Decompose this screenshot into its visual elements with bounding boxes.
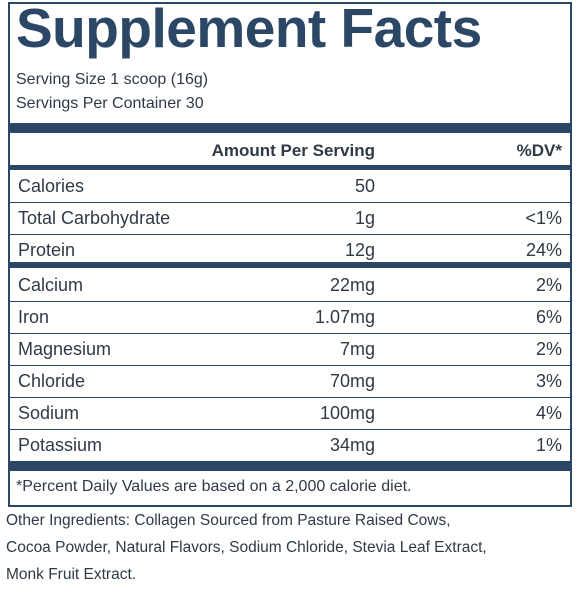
ingredients-line: Monk Fruit Extract. bbox=[6, 566, 137, 583]
amount: 100mg bbox=[319, 403, 375, 423]
row-separator bbox=[10, 429, 570, 430]
row-separator bbox=[10, 333, 570, 334]
nutrient-row: Chloride 70mg 3% bbox=[10, 365, 570, 397]
label-border bbox=[8, 2, 572, 507]
serving-size: Serving Size 1 scoop (16g) bbox=[16, 71, 209, 88]
ingredients-line: Cocoa Powder, Natural Flavors, Sodium Ch… bbox=[6, 539, 487, 556]
amount: 34mg bbox=[329, 435, 375, 455]
bar bbox=[10, 165, 570, 170]
ingredients-line: Other Ingredients: Collagen Sourced from… bbox=[6, 512, 451, 529]
amount: 22mg bbox=[329, 275, 375, 295]
nutrient-row: Protein 12g 24% bbox=[10, 234, 570, 266]
nutrient-name: Magnesium bbox=[18, 339, 112, 359]
nutrient-row: Calories 50 bbox=[10, 170, 570, 202]
row-separator bbox=[10, 365, 570, 366]
nutrient-row: Magnesium 7mg 2% bbox=[10, 333, 570, 365]
amount: 70mg bbox=[329, 371, 375, 391]
daily-value: 2% bbox=[535, 339, 562, 359]
nutrient-row: Calcium 22mg 2% bbox=[10, 269, 570, 301]
daily-value: <1% bbox=[525, 208, 562, 228]
column-header: Amount Per Serving bbox=[211, 141, 375, 160]
nutrient-name: Calories bbox=[18, 176, 85, 196]
title: Supplement Facts bbox=[16, 0, 482, 59]
amount: 1.07mg bbox=[314, 307, 375, 327]
nutrient-name: Sodium bbox=[18, 403, 80, 423]
nutrient-row: Sodium 100mg 4% bbox=[10, 397, 570, 429]
nutrient-row: Iron 1.07mg 6% bbox=[10, 301, 570, 333]
daily-value: 3% bbox=[535, 371, 562, 391]
daily-value: 1% bbox=[535, 435, 562, 455]
daily-value: 6% bbox=[535, 307, 562, 327]
amount: 1g bbox=[354, 208, 375, 228]
thick-bar bbox=[10, 461, 570, 471]
column-header: %DV* bbox=[516, 141, 562, 160]
servings-per-container: Servings Per Container 30 bbox=[16, 95, 204, 112]
nutrient-name: Potassium bbox=[18, 435, 103, 455]
daily-value: 4% bbox=[535, 403, 562, 423]
amount: 7mg bbox=[339, 339, 375, 359]
daily-value: 2% bbox=[535, 275, 562, 295]
footnote: *Percent Daily Values are based on a 2,0… bbox=[16, 478, 412, 495]
thick-bar bbox=[10, 123, 570, 133]
daily-value: 24% bbox=[525, 240, 562, 260]
amount: 50 bbox=[354, 176, 375, 196]
nutrient-name: Chloride bbox=[18, 371, 86, 391]
row-separator bbox=[10, 301, 570, 302]
nutrient-row: Total Carbohydrate 1g <1% bbox=[10, 202, 570, 234]
row-separator bbox=[10, 234, 570, 235]
nutrient-name: Protein bbox=[18, 240, 76, 260]
row-separator bbox=[10, 397, 570, 398]
nutrient-name: Iron bbox=[18, 307, 50, 327]
nutrient-name: Total Carbohydrate bbox=[18, 208, 171, 228]
amount: 12g bbox=[344, 240, 375, 260]
table-header: Amount Per Serving %DV* bbox=[10, 135, 570, 167]
nutrient-name: Calcium bbox=[18, 275, 84, 295]
bar bbox=[10, 262, 570, 268]
row-separator bbox=[10, 202, 570, 203]
nutrient-row: Potassium 34mg 1% bbox=[10, 429, 570, 461]
